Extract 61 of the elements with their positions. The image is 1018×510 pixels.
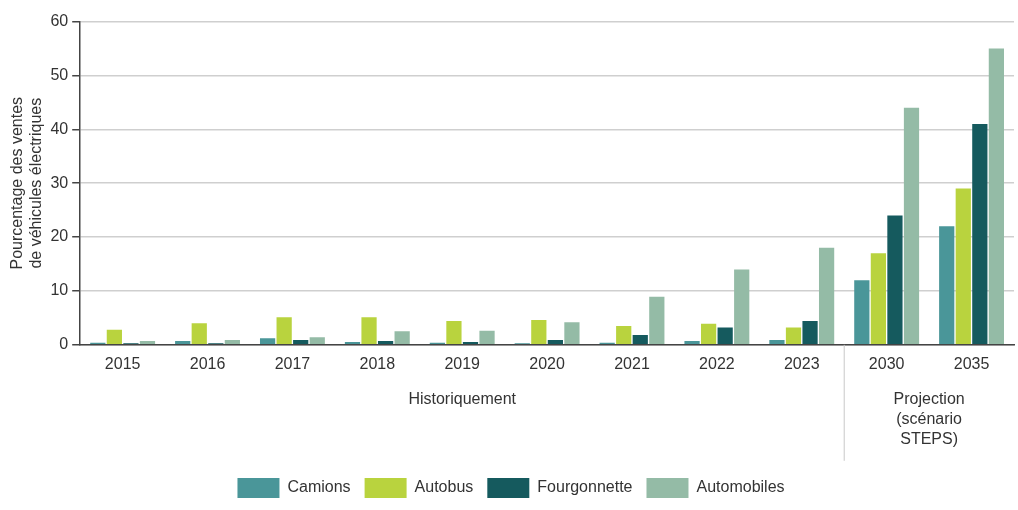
legend-label: Autobus	[414, 478, 474, 496]
bar	[684, 341, 700, 345]
bar	[734, 269, 750, 345]
x-tick-label: 2035	[953, 354, 990, 372]
bar	[106, 329, 122, 345]
y-tick-label: 0	[59, 335, 69, 353]
x-tick-label: 2023	[783, 354, 820, 372]
bar	[972, 123, 988, 345]
bar	[446, 321, 462, 345]
bar	[564, 322, 580, 345]
legend-label: Camions	[287, 478, 351, 496]
y-axis-title: Pourcentage des ventes de véhicules électriques	[8, 96, 45, 270]
y-tick-label: 40	[50, 119, 69, 137]
bar	[955, 188, 971, 345]
legend-label: Fourgonnette	[537, 478, 633, 496]
x-tick-label: 2022	[699, 354, 735, 372]
bar	[293, 339, 309, 345]
bar	[785, 327, 802, 345]
bar	[224, 339, 240, 345]
bar	[988, 48, 1004, 345]
x-tick-label: 2018	[359, 354, 396, 372]
bar	[700, 323, 717, 345]
bar	[854, 280, 870, 345]
legend-label: Automobiles	[696, 478, 785, 496]
bar	[649, 296, 665, 345]
y-tick-label: 10	[50, 281, 69, 299]
bar	[717, 327, 733, 345]
bar	[361, 317, 377, 345]
y-tick-label: 20	[50, 227, 69, 245]
bar	[632, 335, 648, 345]
y-tick-label: 50	[50, 65, 69, 83]
bar	[903, 107, 920, 345]
x-tick-label: 2021	[614, 354, 650, 372]
x-tick-label: 2015	[104, 354, 141, 372]
bar	[479, 330, 495, 345]
bar	[191, 323, 207, 345]
x-tick-label: 2019	[444, 354, 481, 372]
x-tick-label: 2030	[868, 354, 905, 372]
bar	[377, 341, 394, 345]
bar	[531, 320, 547, 345]
text: Projection (scénario STEPS)	[893, 390, 965, 448]
bar	[887, 215, 903, 345]
x-tick-label: 2017	[274, 354, 311, 372]
bar	[394, 331, 410, 345]
bar	[769, 339, 785, 345]
x-tick-label: 2016	[189, 354, 226, 372]
y-tick-label: 60	[50, 12, 69, 30]
text: Historiquement	[408, 390, 517, 408]
bar	[175, 341, 191, 345]
bar	[802, 321, 818, 345]
bar	[616, 325, 632, 345]
bar	[309, 337, 325, 345]
bar	[259, 338, 276, 345]
bar	[139, 341, 156, 345]
bar	[276, 317, 292, 345]
bar	[818, 247, 835, 345]
bar	[870, 253, 886, 345]
x-tick-label: 2020	[529, 354, 565, 372]
y-tick-label: 30	[50, 173, 69, 191]
bar	[547, 339, 563, 345]
bar	[939, 226, 955, 345]
